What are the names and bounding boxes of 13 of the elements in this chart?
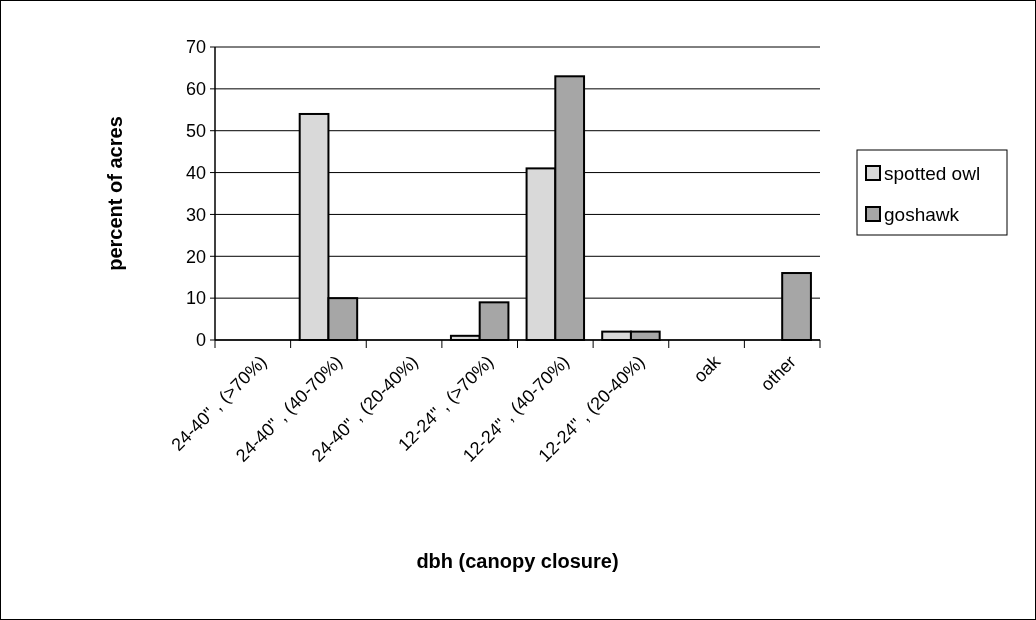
y-tick-label: 30	[185, 204, 206, 225]
y-tick-label: 70	[185, 37, 206, 58]
y-tick-label: 20	[185, 246, 206, 267]
y-tick-label: 50	[185, 121, 206, 142]
legend-label: spotted owl	[884, 162, 981, 184]
x-axis-title: dbh (canopy closure)	[416, 550, 619, 572]
legend-label: goshawk	[884, 203, 960, 225]
y-tick-label: 60	[185, 79, 206, 100]
y-tick-label: 0	[195, 330, 206, 351]
x-tick-label: oak	[689, 350, 725, 387]
y-tick-label: 40	[185, 162, 206, 183]
y-axis-title: percent of acres	[104, 116, 126, 271]
y-tick-label: 10	[185, 288, 206, 309]
